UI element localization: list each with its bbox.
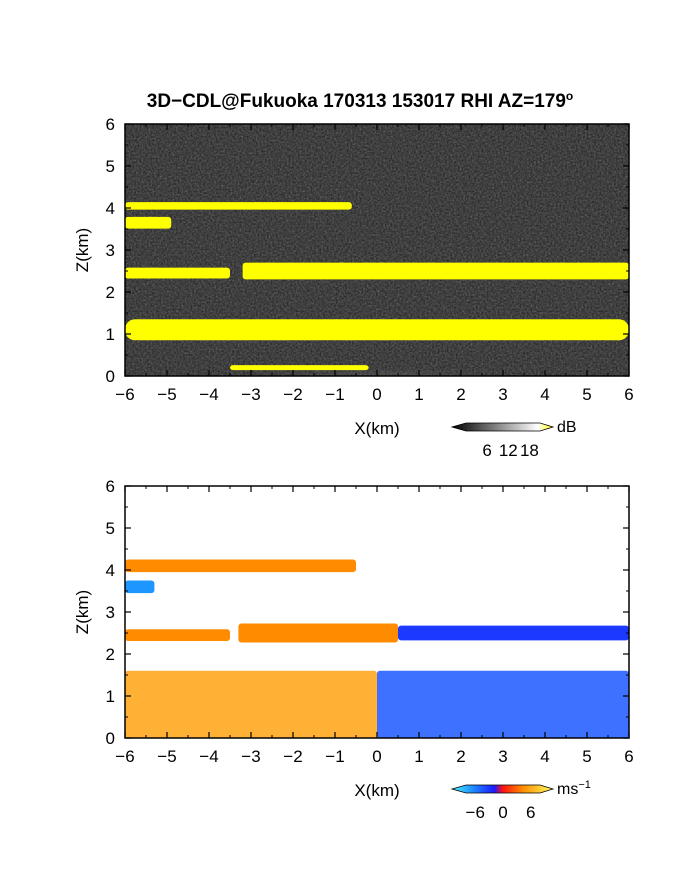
velocity-layer <box>125 629 230 641</box>
backscatter-colorbar: dB 6 12 18 <box>450 419 577 460</box>
velocity-y-tick-label: 3 <box>106 603 115 622</box>
backscatter-x-tick-label: 1 <box>414 385 423 404</box>
backscatter-layer <box>125 202 352 210</box>
velocity-y-tick-label: 6 <box>106 477 115 496</box>
near-range-fan <box>167 329 587 376</box>
chart-title: 3D−CDL@Fukuoka 170313 153017 RHI AZ=179o <box>147 89 574 112</box>
velocity-x-tick-label: 2 <box>456 747 465 766</box>
velocity-x-tick-label: 0 <box>372 747 381 766</box>
backscatter-colorbar-bar <box>450 422 555 432</box>
backscatter-colorbar-tick-label: 12 <box>499 441 518 460</box>
backscatter-y-tick-label: 0 <box>106 367 115 386</box>
velocity-x-tick-label: 1 <box>414 747 423 766</box>
velocity-layer <box>398 625 629 641</box>
velocity-x-tick-label: −5 <box>157 747 176 766</box>
backscatter-layer <box>125 319 629 341</box>
velocity-y-tick-label: 2 <box>106 645 115 664</box>
backscatter-y-tick-label: 2 <box>106 283 115 302</box>
backscatter-y-tick-label: 5 <box>106 157 115 176</box>
velocity-colorbar-unit: ms−1 <box>557 779 591 798</box>
backscatter-x-tick-label: −4 <box>199 385 218 404</box>
velocity-x-tick-label: −6 <box>115 747 134 766</box>
velocity-y-axis-label: Z(km) <box>73 590 92 634</box>
velocity-layer <box>125 580 155 594</box>
backscatter-x-tick-label: 5 <box>582 385 591 404</box>
backscatter-x-axis-label: X(km) <box>354 419 399 438</box>
backscatter-x-tick-label: −5 <box>157 385 176 404</box>
velocity-layer <box>377 670 629 738</box>
velocity-x-tick-label: 5 <box>582 747 591 766</box>
velocity-unit-exponent: −1 <box>578 779 591 791</box>
velocity-layer <box>238 623 398 643</box>
velocity-layer <box>125 670 377 738</box>
backscatter-layer <box>125 267 230 279</box>
velocity-y-tick-label: 5 <box>106 519 115 538</box>
velocity-x-tick-label: −2 <box>283 747 302 766</box>
title-degree-sign: o <box>566 89 573 103</box>
backscatter-x-tick-label: 6 <box>624 385 633 404</box>
backscatter-colorbar-tick-label: 6 <box>482 441 491 460</box>
velocity-x-tick-label: −4 <box>199 747 218 766</box>
velocity-x-tick-label: −3 <box>241 747 260 766</box>
velocity-x-tick-label: 3 <box>498 747 507 766</box>
backscatter-x-tick-label: 0 <box>372 385 381 404</box>
backscatter-y-tick-label: 3 <box>106 241 115 260</box>
backscatter-colorbar-unit: dB <box>557 419 577 436</box>
backscatter-x-tick-label: −1 <box>325 385 344 404</box>
backscatter-y-tick-label: 6 <box>106 115 115 134</box>
backscatter-x-tick-label: 3 <box>498 385 507 404</box>
velocity-x-tick-label: −1 <box>325 747 344 766</box>
near-range-glow <box>167 329 587 376</box>
backscatter-layer <box>230 365 369 371</box>
backscatter-y-tick-label: 4 <box>106 199 115 218</box>
backscatter-x-tick-label: −3 <box>241 385 260 404</box>
velocity-colorbar-tick-label: 0 <box>498 803 507 822</box>
velocity-colorbar-bar <box>450 784 555 794</box>
velocity-x-axis-label: X(km) <box>354 781 399 800</box>
velocity-colorbar-tick-label: −6 <box>466 803 485 822</box>
velocity-y-tick-label: 4 <box>106 561 115 580</box>
velocity-colorbar: ms−1 −6 0 6 <box>450 779 591 822</box>
backscatter-x-tick-label: 4 <box>540 385 549 404</box>
backscatter-layer <box>242 262 629 280</box>
velocity-x-tick-label: 6 <box>624 747 633 766</box>
backscatter-layer <box>125 216 172 229</box>
backscatter-y-tick-label: 1 <box>106 325 115 344</box>
backscatter-y-axis-label: Z(km) <box>73 228 92 272</box>
backscatter-colorbar-tick-label: 18 <box>520 441 539 460</box>
velocity-y-tick-label: 1 <box>106 687 115 706</box>
velocity-x-tick-label: 4 <box>540 747 549 766</box>
backscatter-x-tick-label: −6 <box>115 385 134 404</box>
velocity-layer <box>125 559 356 573</box>
velocity-colorbar-tick-label: 6 <box>526 803 535 822</box>
velocity-y-tick-label: 0 <box>106 729 115 748</box>
backscatter-x-tick-label: −2 <box>283 385 302 404</box>
backscatter-x-tick-label: 2 <box>456 385 465 404</box>
